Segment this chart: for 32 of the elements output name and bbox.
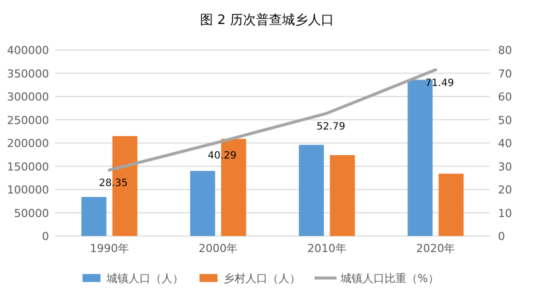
y2-tick-label: 80 [498, 44, 512, 57]
y-tick-label: 350000 [7, 67, 49, 80]
y2-tick-label: 40 [498, 137, 512, 150]
y-tick-label: 400000 [7, 44, 49, 57]
legend-label: 乡村人口（人） [224, 272, 300, 285]
y2-tick-label: 30 [498, 160, 512, 174]
bar [298, 144, 324, 236]
bar [190, 170, 216, 236]
x-tick-label: 2020年 [416, 242, 456, 255]
y2-tick-label: 50 [498, 114, 512, 127]
x-tick-label: 2000年 [198, 242, 238, 255]
bar [438, 174, 464, 236]
bar [81, 196, 106, 236]
chart-title: 图 2 历次普查城乡人口 [200, 12, 334, 28]
y-tick-label: 150000 [7, 160, 49, 174]
y2-tick-label: 10 [498, 206, 512, 220]
bar [330, 155, 355, 236]
y2-tick-label: 0 [498, 230, 505, 243]
y2-tick-label: 70 [498, 67, 512, 80]
y-tick-label: 0 [42, 230, 49, 243]
x-tick-label: 1990年 [90, 242, 129, 255]
y-tick-label: 50000 [14, 206, 49, 220]
x-tick-label: 2010年 [307, 242, 346, 255]
y-tick-label: 250000 [7, 114, 49, 127]
legend-label: 城镇人口比重（%） [340, 272, 439, 285]
y2-tick-label: 60 [498, 90, 512, 104]
y-tick-label: 200000 [7, 137, 49, 150]
y-tick-label: 100000 [7, 184, 49, 196]
y2-tick-label: 20 [498, 184, 512, 196]
data-label: 52.79 [316, 121, 346, 132]
legend-label: 城镇人口（人） [106, 272, 184, 285]
y-tick-label: 300000 [7, 90, 49, 104]
